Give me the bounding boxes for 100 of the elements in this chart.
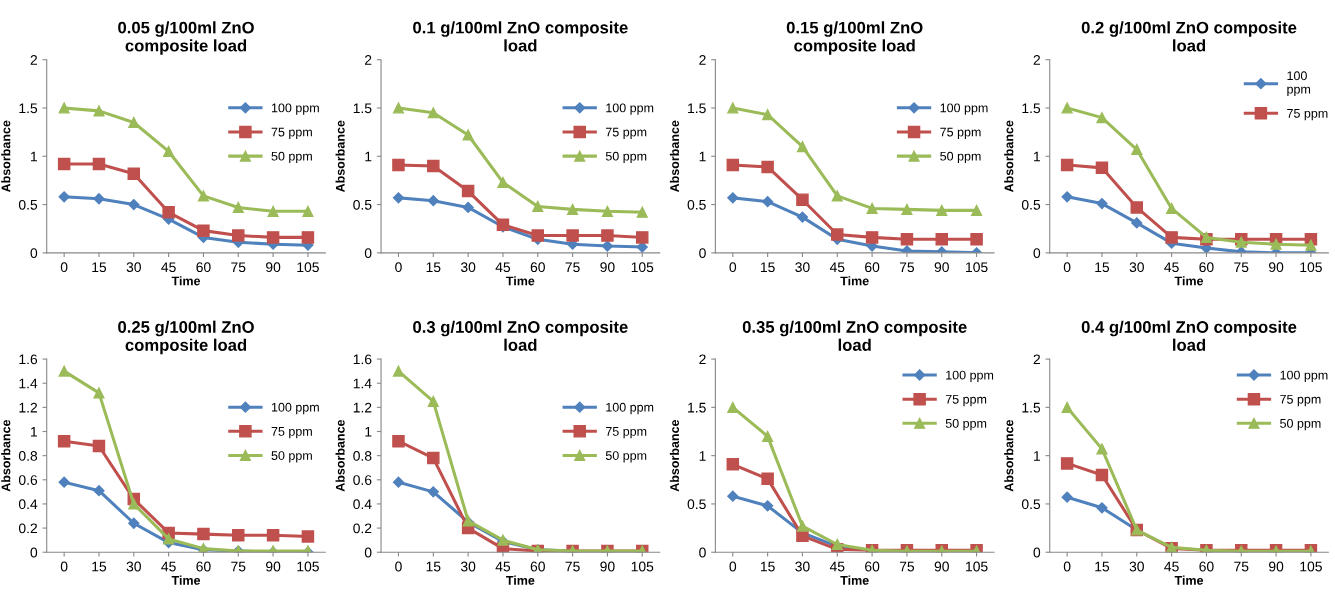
y-tick-label: 0 (364, 248, 372, 259)
x-tick-label: 30 (460, 262, 476, 273)
y-tick-label: 2 (699, 55, 706, 65)
chart-title: 0.25 g/100ml ZnO composite load (118, 320, 254, 355)
x-tick-label: 60 (865, 561, 880, 572)
legend-label: 100 ppm (271, 402, 319, 415)
y-tick-label: 2 (30, 55, 37, 65)
legend-label: 75 ppm (605, 427, 647, 439)
y-tick-label: 1 (699, 451, 706, 461)
x-tick-label: 45 (1164, 561, 1179, 572)
y-axis-title: Absorbance (669, 120, 680, 193)
y-tick-label: 0 (30, 248, 38, 259)
x-axis-title: Time (1174, 575, 1204, 585)
y-tick-label: 1.5 (688, 103, 706, 114)
y-axis-title: Absorbance (335, 120, 345, 193)
x-tick-label: 30 (460, 561, 476, 572)
x-tick-label: 30 (1129, 262, 1144, 273)
y-tick-label: 0.8 (353, 450, 372, 461)
chart-title: 0.05 g/100ml ZnO composite load (118, 21, 254, 55)
x-tick-label: 90 (1269, 561, 1284, 572)
x-tick-label: 105 (966, 561, 988, 572)
legend-label: 50 ppm (945, 418, 987, 431)
chart-title: 0.4 g/100ml ZnO composite load (1081, 320, 1297, 351)
x-tick-label: 75 (1234, 561, 1249, 572)
y-tick-label: 0.2 (18, 523, 37, 534)
x-tick-label: 90 (266, 561, 281, 572)
y-tick-label: 1 (31, 151, 38, 162)
x-tick-label: 105 (297, 561, 319, 572)
legend-label: 100 ppm (946, 370, 994, 382)
y-tick-label: 1.5 (1022, 402, 1041, 413)
legend-label: 75 ppm (1280, 394, 1321, 407)
y-tick-label: 2 (1033, 354, 1040, 365)
x-tick-label: 90 (934, 561, 949, 572)
x-tick-label: 0 (729, 262, 737, 273)
x-tick-label: 105 (1300, 262, 1322, 273)
legend-label: 100 ppm (606, 402, 654, 415)
x-tick-label: 45 (829, 262, 845, 273)
y-tick-label: 0.5 (18, 199, 38, 210)
x-tick-label: 90 (934, 262, 949, 273)
y-tick-label: 0 (699, 547, 706, 558)
x-tick-label: 75 (1234, 262, 1249, 273)
x-axis-title: Time (171, 276, 201, 286)
y-tick-label: 0.5 (353, 199, 372, 210)
x-tick-label: 15 (1095, 262, 1110, 273)
x-tick-label: 105 (966, 262, 988, 273)
x-tick-label: 15 (1095, 561, 1110, 572)
y-tick-label: 0.4 (353, 499, 372, 510)
x-tick-label: 105 (631, 262, 654, 273)
x-tick-label: 90 (266, 262, 281, 273)
y-tick-label: 0.6 (18, 475, 38, 485)
legend-label: 100 ppm (606, 103, 654, 115)
x-axis-title: Time (840, 575, 869, 585)
x-tick-label: 60 (530, 262, 545, 273)
x-axis-title: Time (506, 276, 535, 286)
x-axis-title: Time (506, 575, 535, 585)
x-tick-label: 75 (899, 262, 915, 273)
x-tick-label: 15 (760, 262, 775, 273)
x-tick-label: 30 (126, 561, 141, 572)
x-tick-label: 60 (1199, 262, 1214, 273)
y-tick-label: 1.5 (688, 402, 706, 413)
y-tick-label: 0 (364, 547, 372, 558)
x-tick-label: 75 (899, 561, 915, 572)
x-tick-label: 60 (1199, 561, 1214, 572)
x-tick-label: 30 (1129, 561, 1144, 572)
y-tick-label: 0 (1033, 547, 1041, 558)
y-tick-label: 0 (699, 248, 706, 259)
chart-title: 0.3 g/100ml ZnO composite load (413, 320, 628, 351)
y-tick-label: 1 (1034, 151, 1041, 162)
y-tick-label: 0.6 (353, 475, 372, 485)
y-tick-label: 1 (31, 426, 38, 437)
legend-label: 50 ppm (1280, 418, 1321, 431)
y-axis-title: Absorbance (1, 419, 11, 492)
legend-label: 50 ppm (605, 451, 647, 463)
x-tick-label: 0 (1063, 561, 1071, 572)
x-tick-label: 90 (1269, 262, 1284, 273)
y-axis-title: Absorbance (335, 419, 345, 492)
chart-title: 0.15 g/100ml ZnO composite load (786, 21, 923, 55)
x-tick-label: 45 (1164, 262, 1179, 273)
x-axis-title: Time (1174, 276, 1204, 286)
legend-label: 100 ppm (940, 103, 988, 115)
x-tick-label: 75 (565, 262, 580, 273)
x-tick-label: 75 (565, 561, 580, 572)
y-tick-label: 2 (699, 354, 706, 365)
x-tick-label: 45 (161, 561, 176, 572)
y-tick-label: 1.2 (19, 402, 37, 413)
x-tick-label: 0 (1063, 262, 1071, 273)
x-tick-label: 105 (297, 262, 319, 273)
legend-label: 50 ppm (271, 451, 312, 463)
y-tick-label: 1.5 (353, 103, 372, 114)
x-tick-label: 0 (395, 561, 402, 572)
x-tick-label: 0 (60, 262, 68, 273)
y-tick-label: 1 (365, 151, 372, 162)
x-axis-title: Time (171, 575, 201, 585)
y-tick-label: 2 (1033, 55, 1040, 65)
y-tick-label: 1.2 (353, 402, 372, 413)
legend-label: 75 ppm (940, 127, 981, 139)
y-tick-label: 0 (1033, 248, 1041, 259)
x-tick-label: 30 (795, 561, 810, 572)
x-tick-label: 15 (92, 262, 107, 273)
y-axis-title: Absorbance (1004, 120, 1014, 193)
